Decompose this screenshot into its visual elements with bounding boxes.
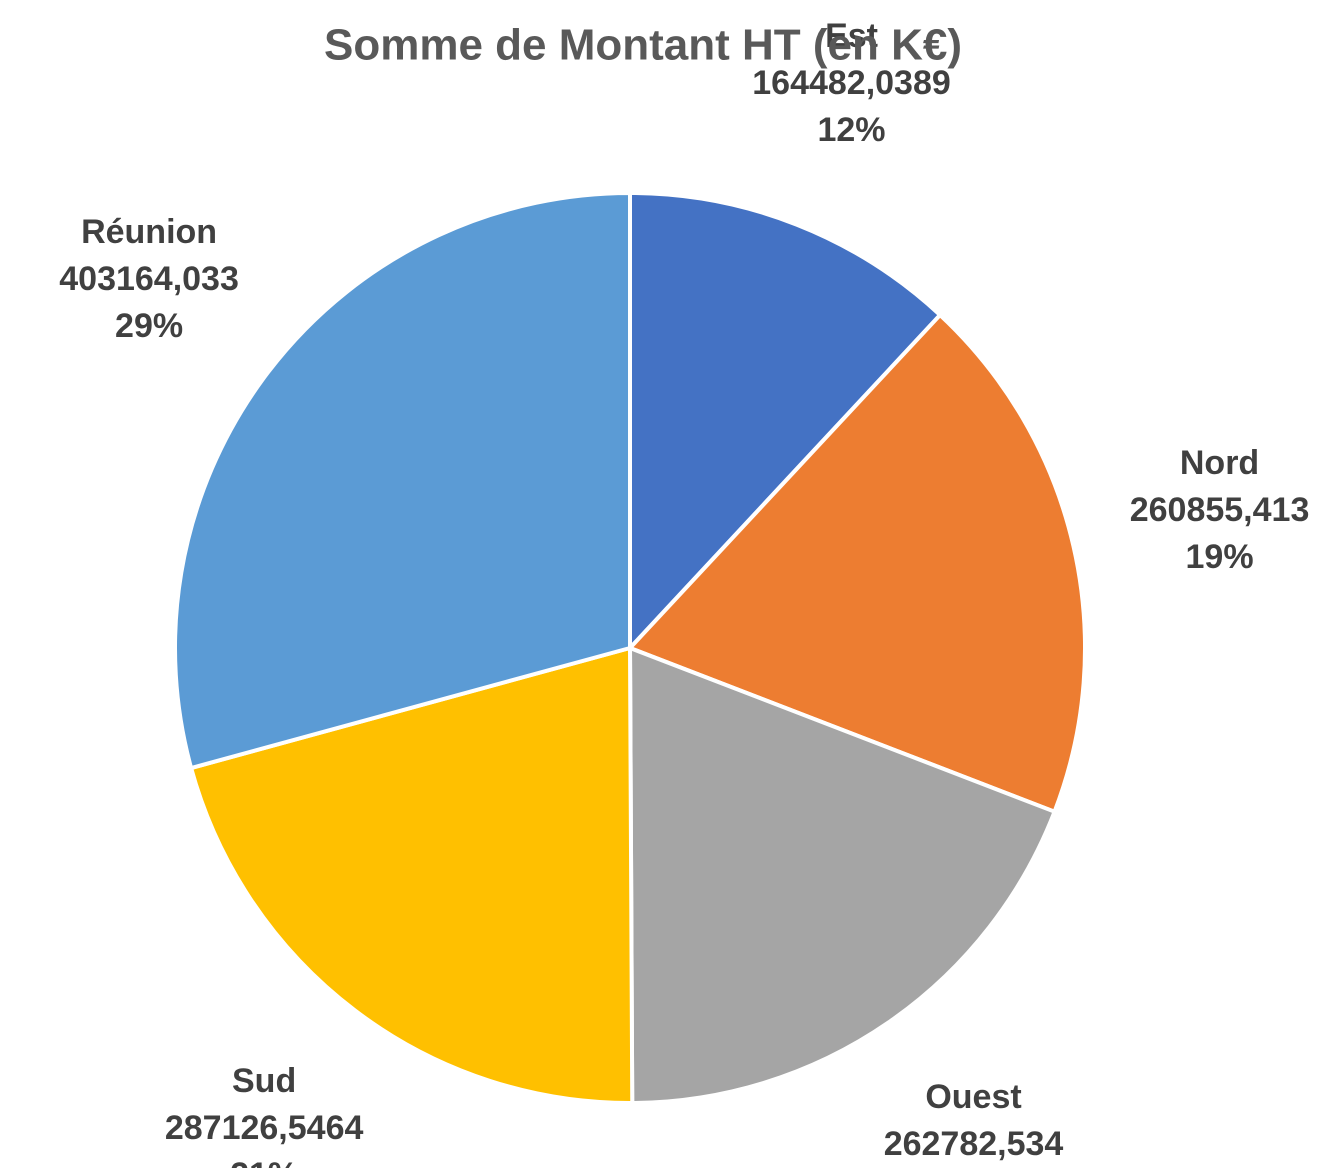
data-label: Est 164482,0389 12% — [752, 17, 951, 149]
chart-title: Somme de Montant HT (en K€) — [324, 21, 962, 70]
slices — [173, 191, 1087, 1105]
label-percent: 12% — [817, 111, 885, 149]
label-value: 262782,534 — [884, 1125, 1064, 1163]
label-percent: 29% — [115, 307, 183, 345]
pie-slice — [628, 191, 943, 650]
label-value: 403164,033 — [59, 260, 239, 298]
labels: Est 164482,0389 12% Nord 260855,413 19% Ouest 2… — [59, 17, 1309, 1168]
pie-slice — [173, 191, 632, 771]
pie-slice — [628, 646, 1057, 1105]
data-label: Nord 260855,413 19% — [1130, 444, 1310, 576]
label-name: Sud — [232, 1062, 296, 1100]
label-value: 287126,5464 — [165, 1109, 364, 1147]
label-name: Ouest — [925, 1078, 1021, 1116]
label-name: Est — [825, 17, 878, 55]
label-value: 260855,413 — [1130, 491, 1310, 529]
label-name: Nord — [1180, 444, 1259, 482]
pie-slice — [628, 313, 1087, 814]
label-name: Réunion — [81, 213, 217, 251]
pie-slice — [189, 646, 635, 1105]
data-label: Sud 287126,5464 21% — [165, 1062, 364, 1168]
label-percent: 21% — [230, 1156, 298, 1168]
label-value: 164482,0389 — [752, 64, 951, 102]
data-label: Réunion 403164,033 29% — [59, 213, 239, 345]
label-percent: 19% — [1186, 538, 1254, 576]
